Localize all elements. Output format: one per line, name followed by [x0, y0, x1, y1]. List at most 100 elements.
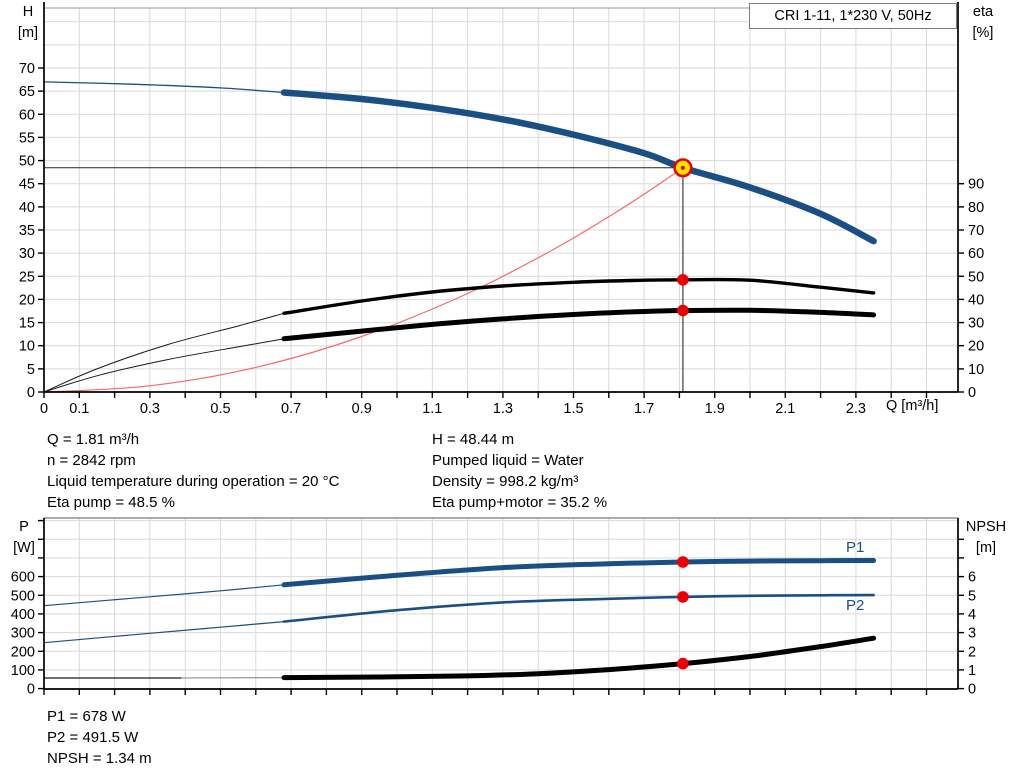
axes	[43, 518, 959, 690]
svg-text:0.5: 0.5	[210, 401, 230, 417]
svg-text:60: 60	[968, 246, 984, 262]
axis-title-line: NPSH	[965, 519, 1007, 535]
eta-pump-motor-curve-extended	[43, 338, 285, 393]
svg-text:0: 0	[968, 385, 976, 401]
svg-text:400: 400	[11, 607, 35, 623]
system-curve	[43, 167, 684, 393]
svg-text:65: 65	[19, 84, 35, 100]
svg-text:2.1: 2.1	[775, 401, 795, 417]
svg-text:15: 15	[19, 316, 35, 332]
info-liquid-temperature: Liquid temperature during operation = 20…	[47, 473, 340, 490]
svg-text:1: 1	[968, 663, 976, 679]
svg-text:70: 70	[968, 223, 984, 239]
eta-pump-curve	[282, 277, 876, 315]
svg-text:1.7: 1.7	[634, 401, 654, 417]
svg-text:55: 55	[19, 130, 35, 146]
axis-title-line: P	[19, 519, 29, 535]
svg-text:30: 30	[968, 316, 984, 332]
info-p2: P2 = 491.5 W	[47, 729, 139, 746]
svg-text:300: 300	[11, 626, 35, 642]
svg-text:40: 40	[19, 200, 35, 216]
svg-text:4: 4	[968, 607, 976, 623]
eta-pump-motor-curve	[281, 307, 877, 342]
info-p1: P1 = 678 W	[47, 708, 126, 725]
svg-text:1.3: 1.3	[493, 401, 513, 417]
svg-text:5: 5	[27, 362, 35, 378]
duty-dot-marker	[677, 274, 689, 286]
svg-text:0: 0	[968, 682, 976, 698]
svg-text:5: 5	[968, 588, 976, 604]
svg-text:0.3: 0.3	[140, 401, 160, 417]
svg-text:10: 10	[968, 362, 984, 378]
eta-pump-curve-extended	[43, 312, 285, 393]
info-head: H = 48.44 m	[432, 431, 515, 448]
p2-curve	[282, 593, 875, 623]
duty-markers	[677, 556, 689, 670]
svg-text:2.3: 2.3	[846, 401, 866, 417]
svg-text:6: 6	[968, 570, 976, 586]
duty-info-right-column: H = 48.44 m Pumped liquid = Water Densit…	[432, 429, 607, 513]
svg-text:600: 600	[11, 570, 35, 586]
duty-dot-marker	[677, 556, 689, 568]
info-speed: n = 2842 rpm	[47, 452, 136, 469]
svg-text:20: 20	[968, 339, 984, 355]
duty-dot-marker	[677, 657, 689, 670]
axis-title-line: [%]	[972, 25, 994, 41]
svg-text:1.5: 1.5	[563, 401, 583, 417]
axis-title-line: [m]	[975, 540, 997, 556]
svg-text:50: 50	[19, 154, 35, 170]
svg-text:0.9: 0.9	[352, 401, 372, 417]
axis-title-line: [m]	[17, 25, 39, 41]
svg-text:80: 80	[968, 200, 984, 216]
svg-text:1.9: 1.9	[705, 401, 725, 417]
axis-title-line: [W]	[13, 540, 35, 556]
p1-curve	[281, 558, 877, 588]
svg-text:20: 20	[19, 292, 35, 308]
info-density: Density = 998.2 kg/m³	[432, 473, 579, 490]
axis-title-line: eta	[972, 4, 994, 20]
svg-text:40: 40	[968, 292, 984, 308]
info-eta-pump-motor: Eta pump+motor = 35.2 %	[432, 494, 608, 511]
info-npsh: NPSH = 1.34 m	[47, 750, 152, 767]
svg-text:100: 100	[11, 663, 35, 679]
svg-text:1.1: 1.1	[422, 401, 442, 417]
left-axis-title-p: P [W]	[8, 517, 40, 559]
svg-text:60: 60	[19, 107, 35, 123]
svg-text:0.1: 0.1	[69, 401, 89, 417]
hq-eta-chart: 0 5 10 15 20 25 30 35 40 45 50 55 60 65 70 0 10 20 30 40 50 6…	[19, 2, 984, 417]
left-axis-title-h: H [m]	[12, 2, 44, 44]
svg-text:0: 0	[27, 385, 35, 401]
svg-text:10: 10	[19, 339, 35, 355]
svg-text:90: 90	[968, 177, 984, 193]
npsh-curve	[281, 635, 877, 681]
p2-curve-extended	[43, 621, 285, 644]
svg-text:50: 50	[968, 269, 984, 285]
info-flow: Q = 1.81 m³/h	[47, 431, 140, 448]
duty-info-left-column: Q = 1.81 m³/h n = 2842 rpm Liquid temper…	[47, 429, 339, 513]
gridlines	[44, 517, 958, 689]
svg-text:200: 200	[11, 644, 35, 660]
gridlines	[44, 7, 958, 392]
svg-text:35: 35	[19, 223, 35, 239]
duty-info-bottom-column: P1 = 678 W P2 = 491.5 W NPSH = 1.34 m	[47, 706, 152, 769]
pump-title-box: CRI 1-11, 1*230 V, 50Hz	[749, 3, 957, 29]
svg-text:70: 70	[19, 61, 35, 77]
duty-dot-marker	[677, 591, 689, 603]
p1-curve-extended	[43, 584, 285, 607]
h-curve-extended	[43, 81, 285, 94]
info-eta-pump: Eta pump = 48.5 %	[47, 494, 175, 511]
curve-label-p2: P2	[846, 597, 865, 614]
tick-labels: 0 100 200 300 400 500 600 0 1 2 3 4 5 6	[11, 519, 976, 698]
svg-text:25: 25	[19, 269, 35, 285]
duty-point-center-dot	[680, 165, 686, 170]
svg-text:0: 0	[27, 682, 35, 698]
svg-text:2: 2	[968, 644, 976, 660]
svg-text:0: 0	[40, 401, 48, 417]
svg-text:0.7: 0.7	[281, 401, 301, 417]
curve-label-p1: P1	[846, 539, 865, 556]
x-axis-title-q: Q [m³/h]	[886, 398, 939, 414]
info-pumped-liquid: Pumped liquid = Water	[432, 452, 584, 469]
svg-text:30: 30	[19, 246, 35, 262]
